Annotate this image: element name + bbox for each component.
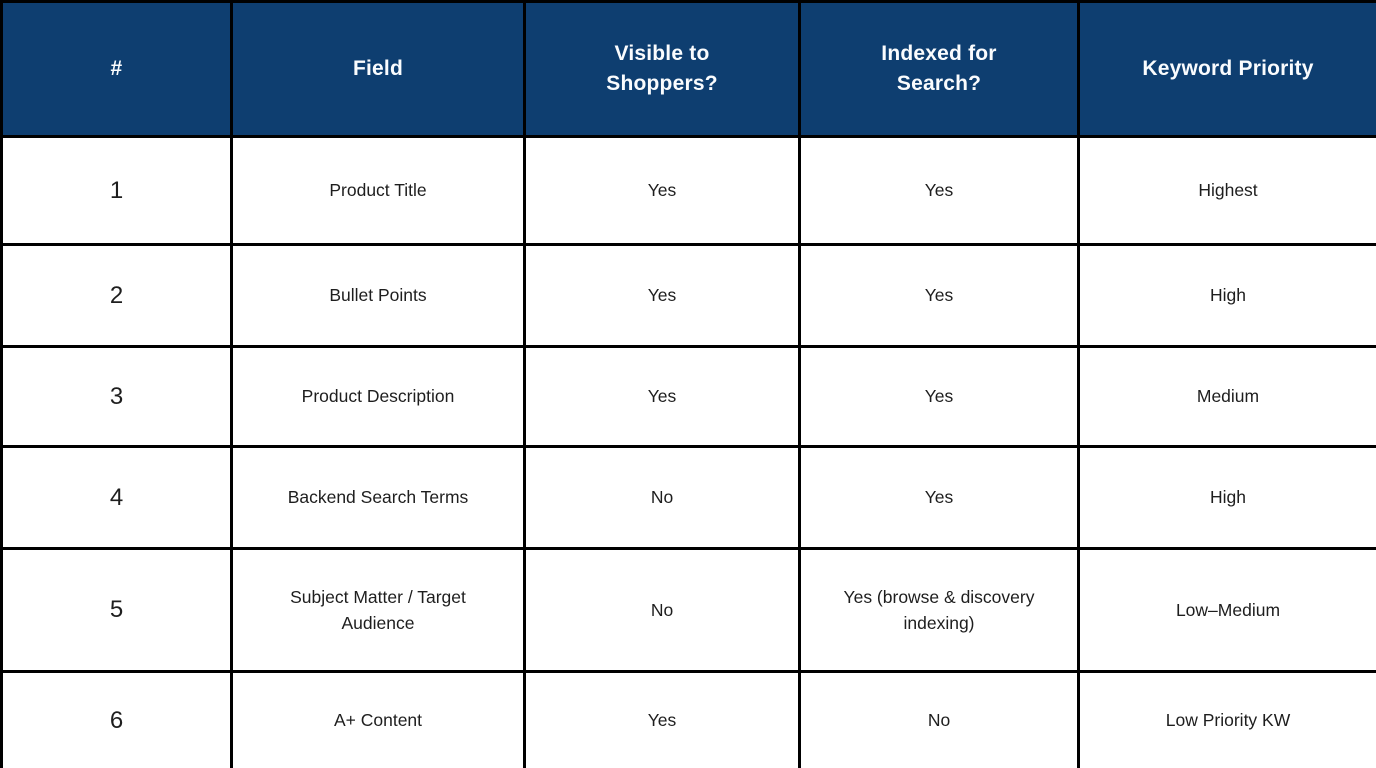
keyword-priority-cell: High [1077, 243, 1376, 348]
table-row: 4 Backend Search Terms No Yes High [0, 445, 1376, 550]
header-keyword-priority: Keyword Priority [1077, 0, 1376, 138]
table-row: 6 A+ Content Yes No Low Priority KW [0, 670, 1376, 768]
header-field: Field [230, 0, 526, 138]
indexed-search-cell: Yes [798, 445, 1080, 550]
keyword-priority-cell: Low Priority KW [1077, 670, 1376, 768]
row-number-cell: 5 [0, 547, 233, 673]
table-row: 1 Product Title Yes Yes Highest [0, 135, 1376, 246]
indexed-search-cell: Yes [798, 135, 1080, 246]
field-cell: Product Description [230, 345, 526, 448]
visible-shoppers-cell: Yes [523, 243, 801, 348]
visible-shoppers-cell: Yes [523, 135, 801, 246]
header-row: # Field Visible to Shoppers? Indexed for… [0, 0, 1376, 138]
indexed-search-cell: Yes [798, 345, 1080, 448]
row-number-cell: 4 [0, 445, 233, 550]
visible-shoppers-cell: Yes [523, 345, 801, 448]
keyword-priority-cell: High [1077, 445, 1376, 550]
table-row: 3 Product Description Yes Yes Medium [0, 345, 1376, 448]
visible-shoppers-cell: No [523, 445, 801, 550]
header-number: # [0, 0, 233, 138]
table-row: 5 Subject Matter / Target Audience No Ye… [0, 547, 1376, 673]
keyword-priority-cell: Low–Medium [1077, 547, 1376, 673]
field-cell: Product Title [230, 135, 526, 246]
header-visible-shoppers: Visible to Shoppers? [523, 0, 801, 138]
table-row: 2 Bullet Points Yes Yes High [0, 243, 1376, 348]
keyword-priority-cell: Medium [1077, 345, 1376, 448]
header-indexed-search: Indexed for Search? [798, 0, 1080, 138]
field-cell: A+ Content [230, 670, 526, 768]
table-body: 1 Product Title Yes Yes Highest 2 Bullet… [0, 135, 1376, 768]
visible-shoppers-cell: Yes [523, 670, 801, 768]
indexed-search-cell: Yes [798, 243, 1080, 348]
row-number-cell: 6 [0, 670, 233, 768]
field-cell: Subject Matter / Target Audience [230, 547, 526, 673]
field-cell: Backend Search Terms [230, 445, 526, 550]
indexed-search-cell: Yes (browse & discovery indexing) [798, 547, 1080, 673]
indexed-search-cell: No [798, 670, 1080, 768]
visible-shoppers-cell: No [523, 547, 801, 673]
keyword-priority-cell: Highest [1077, 135, 1376, 246]
row-number-cell: 2 [0, 243, 233, 348]
field-cell: Bullet Points [230, 243, 526, 348]
row-number-cell: 3 [0, 345, 233, 448]
row-number-cell: 1 [0, 135, 233, 246]
table-header: # Field Visible to Shoppers? Indexed for… [0, 0, 1376, 138]
